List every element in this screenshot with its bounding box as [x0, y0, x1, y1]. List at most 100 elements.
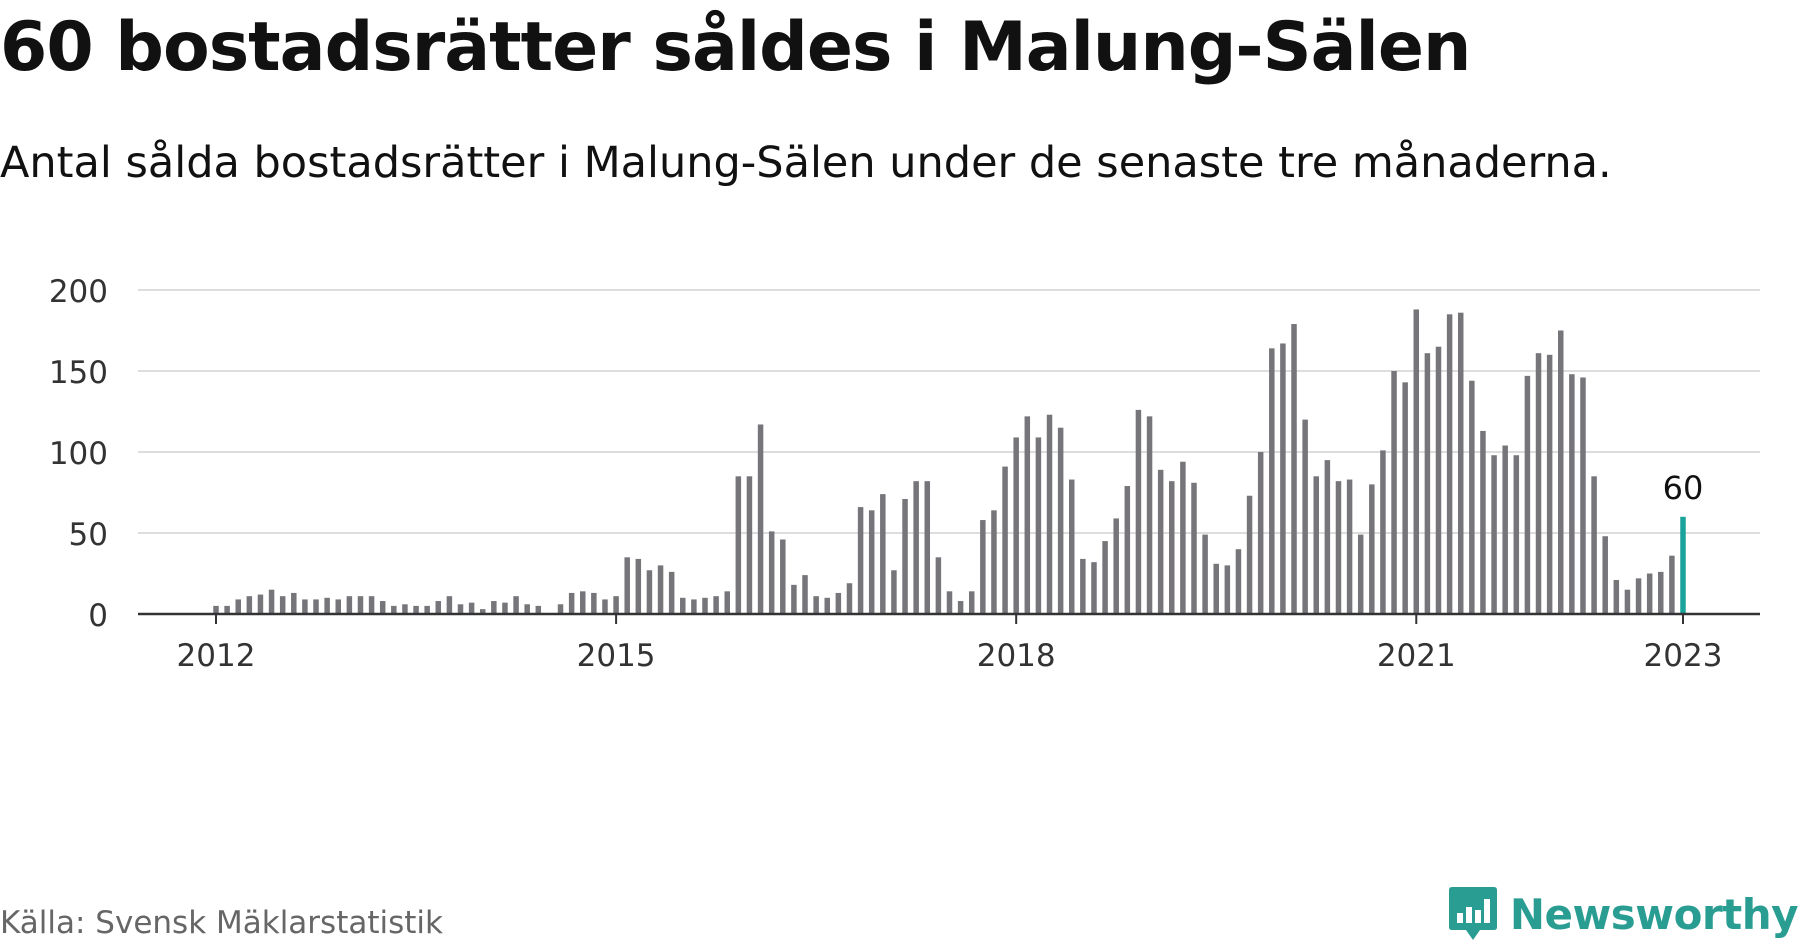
x-tick-label: 2023 — [1644, 638, 1723, 674]
x-tick-label: 2015 — [577, 638, 656, 674]
bar — [1280, 343, 1286, 614]
bar — [1457, 312, 1464, 614]
bar — [1491, 455, 1497, 614]
bar — [1524, 375, 1531, 614]
bar — [1469, 380, 1475, 614]
chart-title: 60 bostadsrätter såldes i Malung-Sälen — [0, 8, 1471, 87]
bar — [235, 599, 241, 614]
bar — [791, 584, 797, 614]
x-tick-label: 2018 — [977, 638, 1056, 674]
bar — [835, 592, 842, 614]
bar — [1013, 437, 1019, 614]
y-tick-label: 200 — [49, 274, 108, 310]
bar — [968, 591, 975, 614]
bar — [891, 570, 897, 614]
bar — [1102, 541, 1108, 614]
bar — [635, 558, 642, 614]
bar — [1569, 374, 1575, 614]
bar — [324, 597, 330, 614]
brand-name: Newsworthy — [1509, 889, 1799, 939]
bar — [424, 605, 430, 614]
bar — [1302, 419, 1308, 614]
bar — [1424, 353, 1431, 614]
bar-highlight — [1680, 516, 1686, 614]
bar — [446, 596, 453, 614]
bar — [591, 592, 597, 614]
bar — [1002, 466, 1008, 614]
bar — [1413, 309, 1420, 614]
bar — [1391, 371, 1397, 614]
bar — [1502, 445, 1508, 614]
bar — [624, 557, 630, 614]
bar — [646, 570, 653, 614]
bar — [1591, 476, 1597, 614]
bar — [1535, 353, 1542, 614]
bar — [1435, 346, 1442, 614]
bar — [757, 424, 764, 614]
chart-subtitle: Antal sålda bostadsrätter i Malung-Sälen… — [0, 138, 1612, 188]
bar — [924, 481, 931, 614]
bar — [691, 599, 697, 614]
bar — [457, 604, 464, 614]
bar — [1057, 427, 1064, 614]
bar — [802, 575, 808, 614]
y-tick-label: 0 — [88, 598, 108, 634]
bar — [1324, 460, 1331, 614]
bar — [513, 596, 519, 614]
x-axis: 2012 2015 2018 2021 2023 — [138, 612, 1760, 674]
bar — [391, 605, 397, 614]
bar — [1369, 484, 1375, 614]
brand-logo: Newsworthy — [1448, 885, 1799, 943]
bar — [702, 597, 708, 614]
bar — [1669, 555, 1675, 614]
bar — [1180, 461, 1186, 614]
bar — [368, 596, 375, 614]
bar — [1124, 486, 1131, 614]
bar — [291, 592, 297, 614]
bar — [713, 596, 719, 614]
bar — [1335, 481, 1342, 614]
bar — [768, 531, 775, 614]
bar — [402, 604, 408, 614]
bar — [1157, 469, 1164, 614]
bar — [357, 596, 364, 614]
bar — [257, 594, 264, 614]
bar — [1624, 589, 1631, 614]
bar — [1202, 534, 1208, 614]
bar — [1146, 416, 1153, 614]
bar — [568, 592, 575, 614]
bar — [1224, 565, 1231, 614]
bar — [1069, 479, 1075, 614]
bar — [335, 599, 341, 614]
bar — [935, 557, 942, 614]
bar — [657, 565, 664, 614]
bar — [1035, 437, 1042, 614]
bar — [524, 604, 530, 614]
bar — [980, 520, 986, 614]
bar — [780, 539, 786, 614]
y-tick-label: 100 — [49, 436, 108, 472]
bar — [868, 510, 875, 614]
bar — [1246, 495, 1253, 614]
bar — [1169, 481, 1175, 614]
bar — [346, 596, 353, 614]
bar — [435, 601, 442, 614]
bar — [1580, 377, 1586, 614]
bar — [857, 507, 864, 614]
bar — [1191, 482, 1197, 614]
bar — [613, 596, 619, 614]
bar — [1357, 534, 1364, 614]
bar — [268, 589, 275, 614]
bar — [1558, 330, 1564, 614]
bar — [1080, 558, 1086, 614]
bar — [1135, 409, 1142, 614]
bar — [1046, 414, 1053, 614]
bar — [1602, 536, 1608, 614]
bar — [1091, 562, 1097, 614]
bar — [279, 596, 286, 614]
bar — [246, 596, 253, 614]
bar — [479, 609, 486, 614]
y-axis-ticks: 0 50 100 150 200 — [49, 274, 108, 634]
bar-chart: 0 50 100 150 200 2012 2015 2018 2021 2023 60 — [49, 274, 1760, 674]
y-tick-label: 50 — [69, 517, 108, 553]
